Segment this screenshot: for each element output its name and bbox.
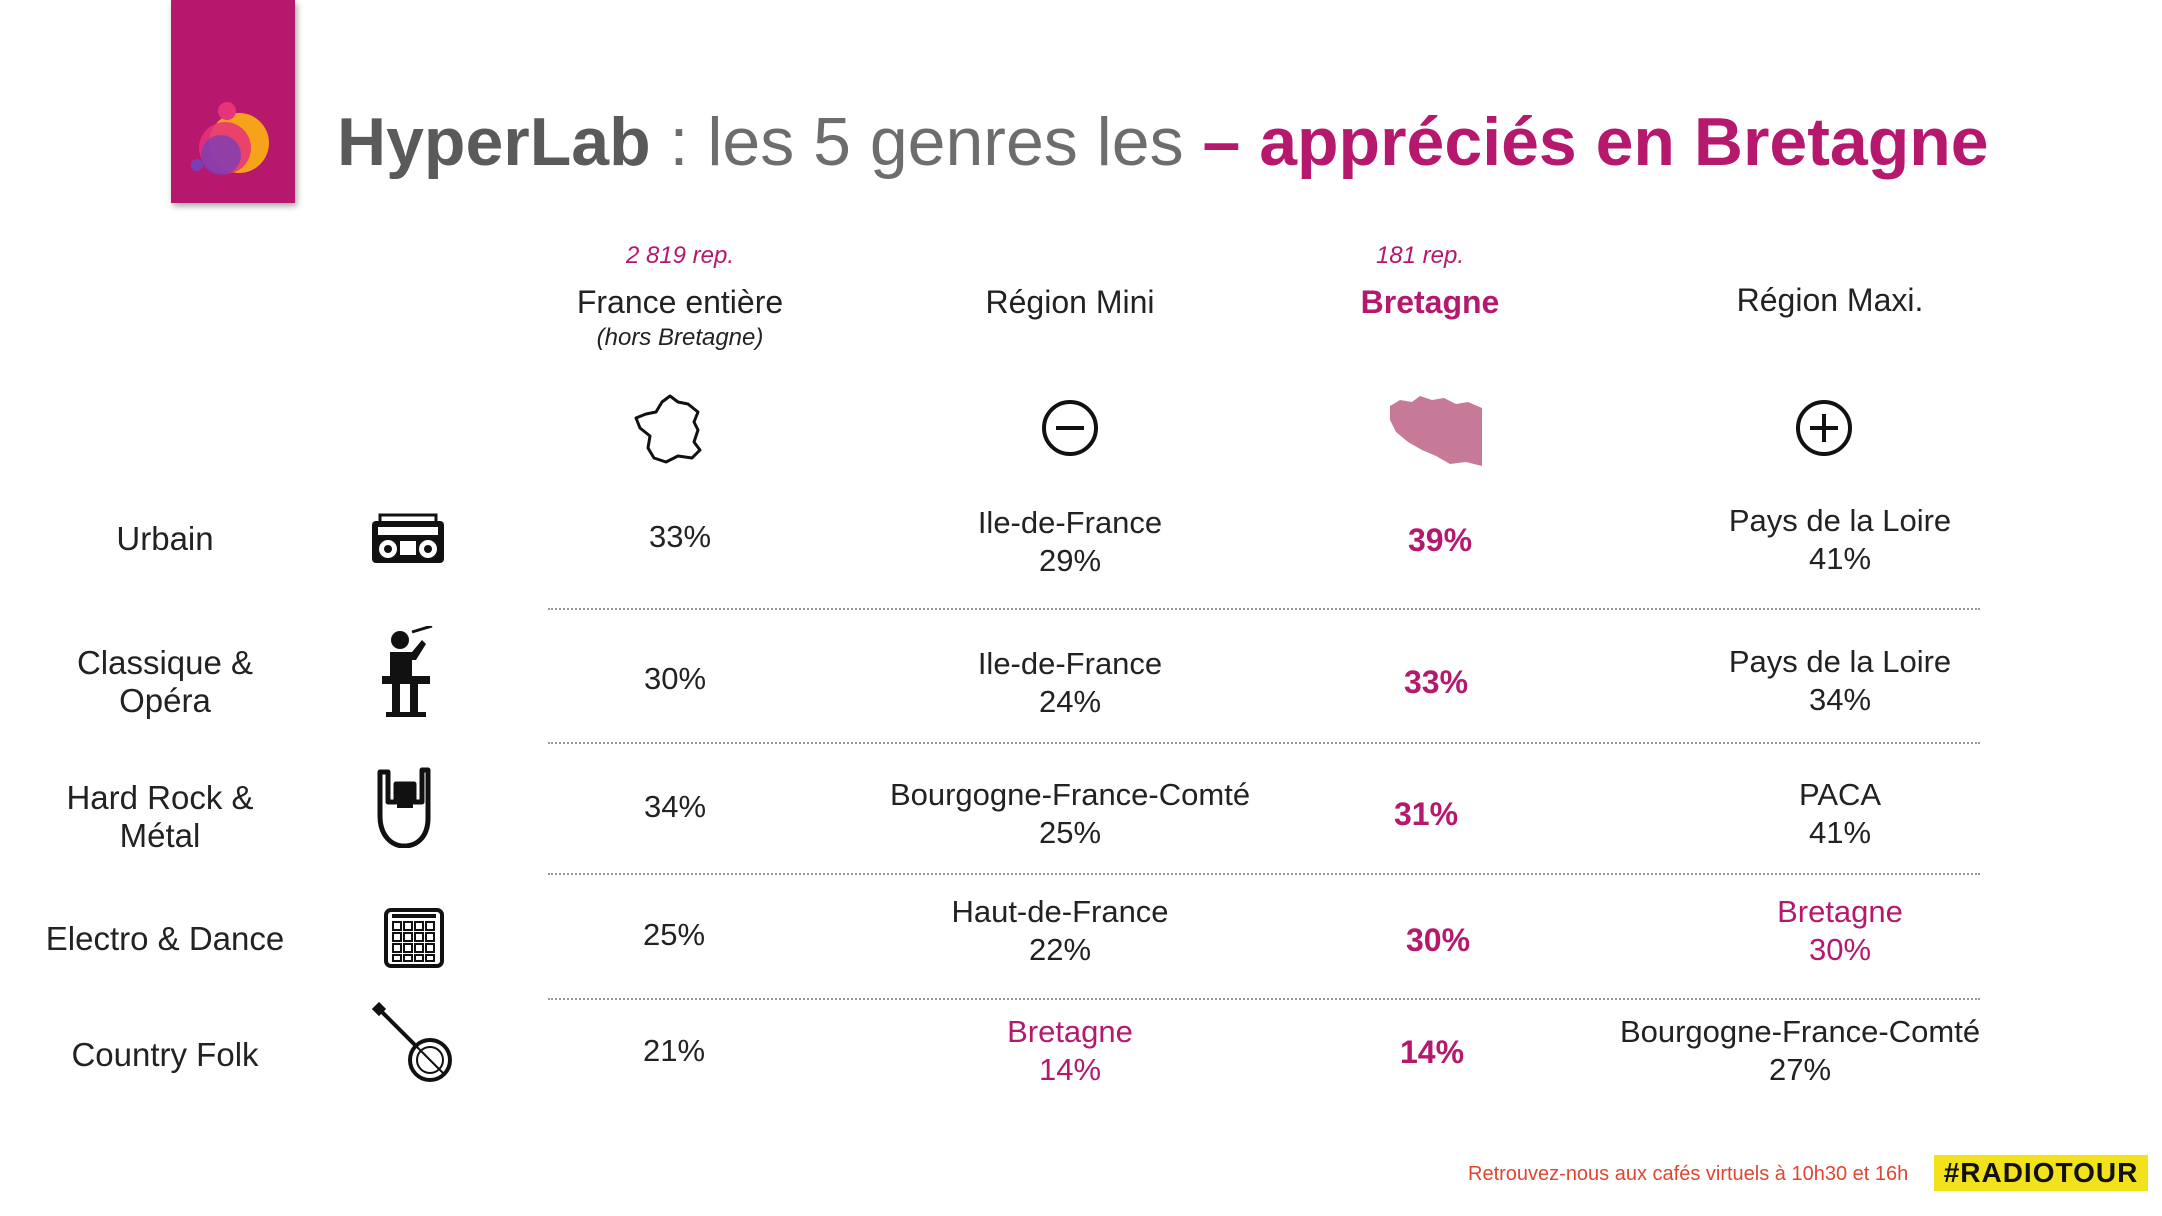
row-divider [548, 873, 1980, 875]
min-region-value: 29% [1038, 543, 1102, 578]
min-region-name: Ile-de-France [977, 646, 1163, 681]
max-region-value: 30% [1808, 932, 1872, 967]
genre-label-hard-rock: Hard Rock & Métal [66, 779, 254, 854]
minus-circle-icon [1042, 400, 1098, 456]
page-title: HyperLab : les 5 genres les – appréciés … [337, 108, 1989, 176]
genre-label-classique: Classique & Opéra [76, 644, 254, 719]
row-divider [548, 608, 1980, 610]
bretagne-value: 30% [1405, 922, 1471, 958]
drum-pad-icon [384, 908, 444, 968]
min-region-name: Ile-de-France [977, 505, 1163, 540]
title-brand: HyperLab [337, 104, 651, 180]
banjo-icon [372, 1002, 452, 1082]
min-region-value: 14% [1038, 1052, 1102, 1087]
bretagne-rep-count: 181 rep. [1375, 242, 1465, 269]
max-region-value: 34% [1808, 682, 1872, 717]
hyperlab-logo-icon [191, 102, 269, 175]
bretagne-value: 14% [1399, 1034, 1465, 1070]
max-region-value: 41% [1808, 541, 1872, 576]
plus-circle-icon [1796, 400, 1852, 456]
bretagne-column-header: Bretagne [1360, 284, 1500, 320]
conductor-icon [382, 626, 433, 717]
rock-hand-icon [377, 767, 431, 848]
france-value: 34% [643, 789, 707, 824]
row-divider [548, 998, 1980, 1000]
bretagne-value: 39% [1407, 522, 1473, 558]
row-divider [548, 742, 1980, 744]
max-region-value: 41% [1808, 815, 1872, 850]
min-column-header: Région Mini [985, 284, 1155, 320]
france-value: 21% [642, 1033, 706, 1068]
genre-label-country: Country Folk [71, 1036, 259, 1073]
france-value: 33% [648, 519, 712, 554]
title-accent: – appréciés en Bretagne [1202, 104, 1989, 180]
bretagne-value: 31% [1393, 796, 1459, 832]
min-region-value: 25% [1038, 815, 1102, 850]
radiotour-tag: #RADIOTOUR [1934, 1155, 2148, 1191]
france-column-header: France entière [576, 284, 784, 320]
min-region-name: Haut-de-France [951, 894, 1169, 929]
max-region-name: PACA [1798, 777, 1882, 812]
max-region-name: Bretagne [1777, 894, 1903, 929]
max-region-value: 27% [1768, 1052, 1832, 1087]
genre-label-electro: Electro & Dance [45, 920, 285, 957]
min-region-name: Bourgogne-France-Comté [889, 777, 1251, 812]
bretagne-map-icon [1390, 396, 1482, 466]
max-region-name: Bourgogne-France-Comté [1619, 1014, 1981, 1049]
brand-logo [171, 0, 295, 203]
boombox-icon [372, 513, 444, 563]
france-value: 30% [643, 661, 707, 696]
min-region-value: 22% [1028, 932, 1092, 967]
max-column-header: Région Maxi. [1736, 282, 1924, 318]
max-region-name: Pays de la Loire [1728, 503, 1952, 538]
max-region-name: Pays de la Loire [1728, 644, 1952, 679]
france-column-subheader: (hors Bretagne) [596, 324, 764, 351]
footer-note: Retrouvez-nous aux cafés virtuels à 10h3… [1468, 1163, 1909, 1185]
title-separator: : les 5 genres les [650, 104, 1203, 180]
min-region-name: Bretagne [1007, 1014, 1133, 1049]
bretagne-value: 33% [1403, 664, 1469, 700]
genre-label-urbain: Urbain [116, 520, 214, 557]
france-rep-count: 2 819 rep. [625, 242, 735, 269]
france-map-icon [634, 394, 702, 464]
france-value: 25% [642, 917, 706, 952]
min-region-value: 24% [1038, 684, 1102, 719]
